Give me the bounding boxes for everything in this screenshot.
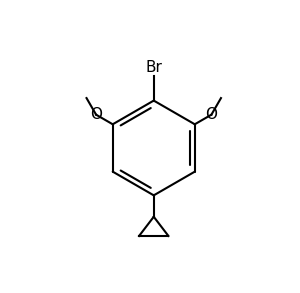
Text: Br: Br [145,60,162,75]
Text: O: O [206,107,218,122]
Text: O: O [90,107,102,122]
